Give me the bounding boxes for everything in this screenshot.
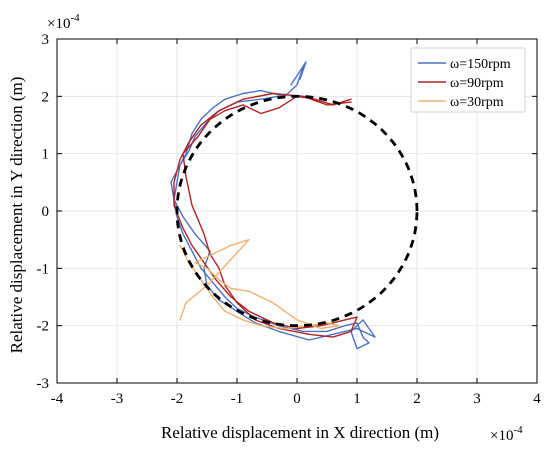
series-line-3 <box>179 238 340 330</box>
legend-label-3: ω=30rpm <box>450 95 504 110</box>
ticks <box>56 38 538 384</box>
legend-label-2: ω=90rpm <box>450 76 504 91</box>
y-tick-label: 0 <box>42 204 50 220</box>
x-axis-label: Relative displacement in X direction (m) <box>161 423 439 442</box>
y-tick-label: 2 <box>42 89 50 105</box>
x-exponent: ×10-4 <box>490 424 523 444</box>
reference-circle <box>175 94 419 328</box>
y-tick-label: -2 <box>37 319 50 335</box>
x-tick-label: -4 <box>51 391 64 407</box>
x-tick-label: 3 <box>473 391 481 407</box>
series-line-1 <box>170 61 376 350</box>
y-axis-label: Relative displacement in Y direction (m) <box>7 77 26 354</box>
y-exponent-power: -4 <box>70 12 80 24</box>
y-tick-label: -3 <box>37 376 50 392</box>
legend-label-1: ω=150rpm <box>450 57 511 72</box>
y-tick-label: 1 <box>42 147 50 163</box>
y-tick-label: 3 <box>42 32 50 48</box>
y-exponent: ×10-4 <box>47 12 80 32</box>
x-exponent-base: ×10 <box>490 428 513 444</box>
x-tick-label: 1 <box>353 391 361 407</box>
legend: ω=150rpm ω=90rpm ω=30rpm <box>410 47 526 113</box>
series-group <box>170 61 376 350</box>
x-tick-label: -2 <box>171 391 184 407</box>
y-exponent-base: ×10 <box>47 16 70 32</box>
x-tick-label: 0 <box>293 391 301 407</box>
x-tick-label: -1 <box>231 391 244 407</box>
x-exponent-power: -4 <box>513 424 523 436</box>
x-tick-label: 2 <box>413 391 421 407</box>
y-tick-label: -1 <box>37 261 50 277</box>
x-tick-label: -3 <box>111 391 124 407</box>
x-tick-label: 4 <box>533 391 541 407</box>
series-line-2 <box>173 92 358 338</box>
